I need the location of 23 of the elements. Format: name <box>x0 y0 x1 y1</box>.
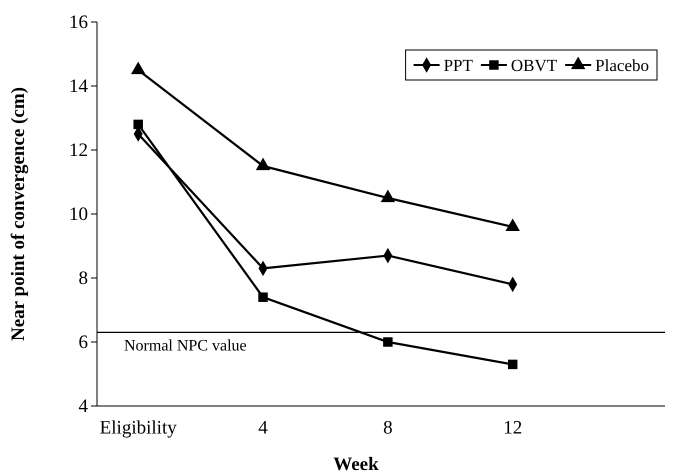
y-tick-label: 10 <box>69 204 88 226</box>
point <box>130 62 146 74</box>
ref-line-label: Normal NPC value <box>124 337 247 354</box>
y-tick-label: 8 <box>78 268 88 290</box>
point <box>383 337 393 347</box>
point <box>380 190 396 202</box>
legend-label: PPT <box>444 56 474 75</box>
y-tick-label: 16 <box>69 12 88 34</box>
point <box>258 292 268 302</box>
y-tick-label: 6 <box>78 332 88 354</box>
point <box>508 360 518 370</box>
x-tick-label: 4 <box>258 417 268 438</box>
point <box>256 158 270 170</box>
x-tick-label: 12 <box>503 417 522 438</box>
x-tick-label: Eligibility <box>100 417 178 438</box>
legend-label: Placebo <box>595 56 649 75</box>
x-tick-label: 8 <box>383 417 393 438</box>
legend-label: OBVT <box>510 56 558 75</box>
y-axis-title: Near point of convergence (cm) <box>8 87 29 341</box>
y-tick-label: 12 <box>69 140 88 162</box>
x-axis-title: Week <box>333 454 380 474</box>
y-tick-label: 4 <box>78 396 88 418</box>
y-tick-label: 14 <box>69 76 88 98</box>
